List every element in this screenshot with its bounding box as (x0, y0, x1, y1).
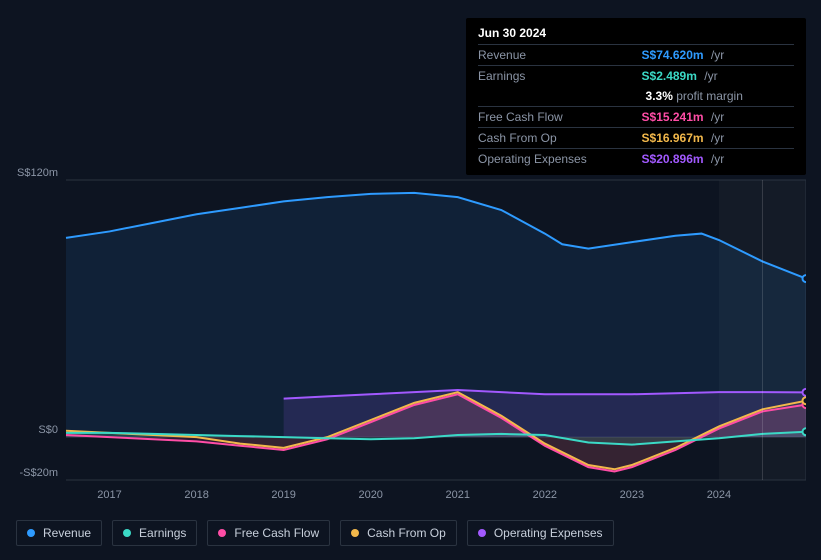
legend-item[interactable]: Operating Expenses (467, 520, 614, 546)
tooltip-date: Jun 30 2024 (478, 26, 794, 40)
tooltip-row: Cash From OpS$16.967m /yr (478, 128, 794, 149)
tooltip-row: EarningsS$2.489m /yr (478, 66, 794, 87)
legend-dot-icon (478, 529, 486, 537)
tooltip-row-value: S$74.620m /yr (642, 45, 794, 66)
legend-dot-icon (218, 529, 226, 537)
legend-dot-icon (351, 529, 359, 537)
tooltip-row-label: Earnings (478, 66, 642, 87)
tooltip-row-value: S$16.967m /yr (642, 128, 794, 149)
legend-item[interactable]: Earnings (112, 520, 197, 546)
chart-container: Jun 30 2024 RevenueS$74.620m /yrEarnings… (0, 0, 821, 560)
tooltip-row-label: Operating Expenses (478, 149, 642, 170)
tooltip-row: RevenueS$74.620m /yr (478, 45, 794, 66)
tooltip-row-extra: 3.3% profit margin (478, 86, 794, 107)
svg-text:2024: 2024 (707, 489, 731, 501)
legend-item[interactable]: Free Cash Flow (207, 520, 330, 546)
tooltip-row-label: Revenue (478, 45, 642, 66)
svg-text:2019: 2019 (271, 489, 295, 501)
svg-text:2018: 2018 (184, 489, 208, 501)
tooltip-row-value: S$2.489m /yr (642, 66, 794, 87)
legend-dot-icon (27, 529, 35, 537)
legend-item-label: Free Cash Flow (234, 526, 319, 540)
legend-item[interactable]: Cash From Op (340, 520, 457, 546)
tooltip-row-value: S$15.241m /yr (642, 107, 794, 128)
svg-text:2022: 2022 (533, 489, 557, 501)
tooltip-row-label: Free Cash Flow (478, 107, 642, 128)
chart-svg: S$120m S$0 -S$20m 2017 2018 2019 2020 2021 2022 2… (16, 160, 806, 510)
legend-item-label: Cash From Op (367, 526, 446, 540)
svg-text:S$0: S$0 (38, 424, 58, 436)
svg-text:S$120m: S$120m (17, 167, 58, 179)
tooltip-row: Free Cash FlowS$15.241m /yr (478, 107, 794, 128)
tooltip-row-value: S$20.896m /yr (642, 149, 794, 170)
svg-text:2021: 2021 (446, 489, 470, 501)
legend: Revenue Earnings Free Cash Flow Cash From O… (16, 520, 614, 546)
svg-text:2023: 2023 (620, 489, 644, 501)
chart-area[interactable]: S$120m S$0 -S$20m 2017 2018 2019 2020 2021 2022 2… (16, 160, 806, 510)
tooltip-row-label: Cash From Op (478, 128, 642, 149)
legend-item-label: Operating Expenses (494, 526, 603, 540)
legend-dot-icon (123, 529, 131, 537)
hover-tooltip: Jun 30 2024 RevenueS$74.620m /yrEarnings… (466, 18, 806, 175)
svg-text:-S$20m: -S$20m (19, 467, 58, 479)
svg-text:2020: 2020 (358, 489, 382, 501)
legend-item[interactable]: Revenue (16, 520, 102, 546)
tooltip-table: RevenueS$74.620m /yrEarningsS$2.489m /yr… (478, 44, 794, 169)
legend-item-label: Earnings (139, 526, 186, 540)
legend-item-label: Revenue (43, 526, 91, 540)
svg-text:2017: 2017 (97, 489, 121, 501)
tooltip-row: Operating ExpensesS$20.896m /yr (478, 149, 794, 170)
